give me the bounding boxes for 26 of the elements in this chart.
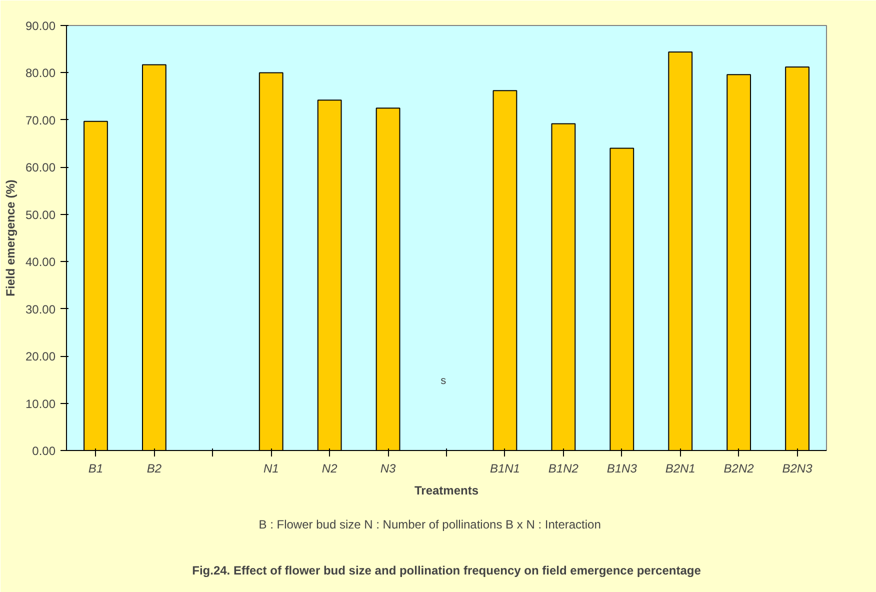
x-tick-label: N3 (380, 462, 396, 476)
x-axis-title: Treatments (414, 484, 479, 498)
y-tick-label: 20.00 (25, 350, 56, 364)
text: Fig.24. Effect of flower bud size and pollination frequency on field emergence percentage (192, 564, 702, 578)
y-tick-label: 50.00 (25, 208, 56, 222)
y-tick-label: 30.00 (25, 302, 56, 316)
x-tick-label: N1 (263, 462, 279, 476)
y-tick-label: 40.00 (25, 255, 56, 270)
y-axis-title: Field emergence (%) (3, 180, 18, 296)
y-tick-label: 90.00 (25, 19, 56, 33)
x-tick-label: B2N3 (782, 462, 813, 476)
y-tick-label: 10.00 (25, 396, 56, 411)
text: B : Flower bud size N : Number of pollinations B x N : Interaction (258, 518, 601, 532)
x-tick-label: B2N1 (665, 462, 696, 476)
x-tick-label: B1 (88, 462, 104, 476)
y-tick-label: 70.00 (25, 113, 56, 128)
annotation: s (440, 374, 447, 387)
y-tick-label: 80.00 (25, 66, 56, 80)
x-tick-label: B2 (146, 462, 162, 476)
y-tick-label: 0.00 (32, 444, 56, 458)
x-tick-label: N2 (322, 462, 338, 476)
x-tick-label: B1N2 (548, 462, 579, 476)
x-tick-label: B2N2 (724, 462, 754, 476)
x-tick-label: B1N1 (490, 462, 520, 476)
y-tick-label: 60.00 (25, 160, 56, 175)
x-tick-label: B1N3 (606, 462, 638, 476)
